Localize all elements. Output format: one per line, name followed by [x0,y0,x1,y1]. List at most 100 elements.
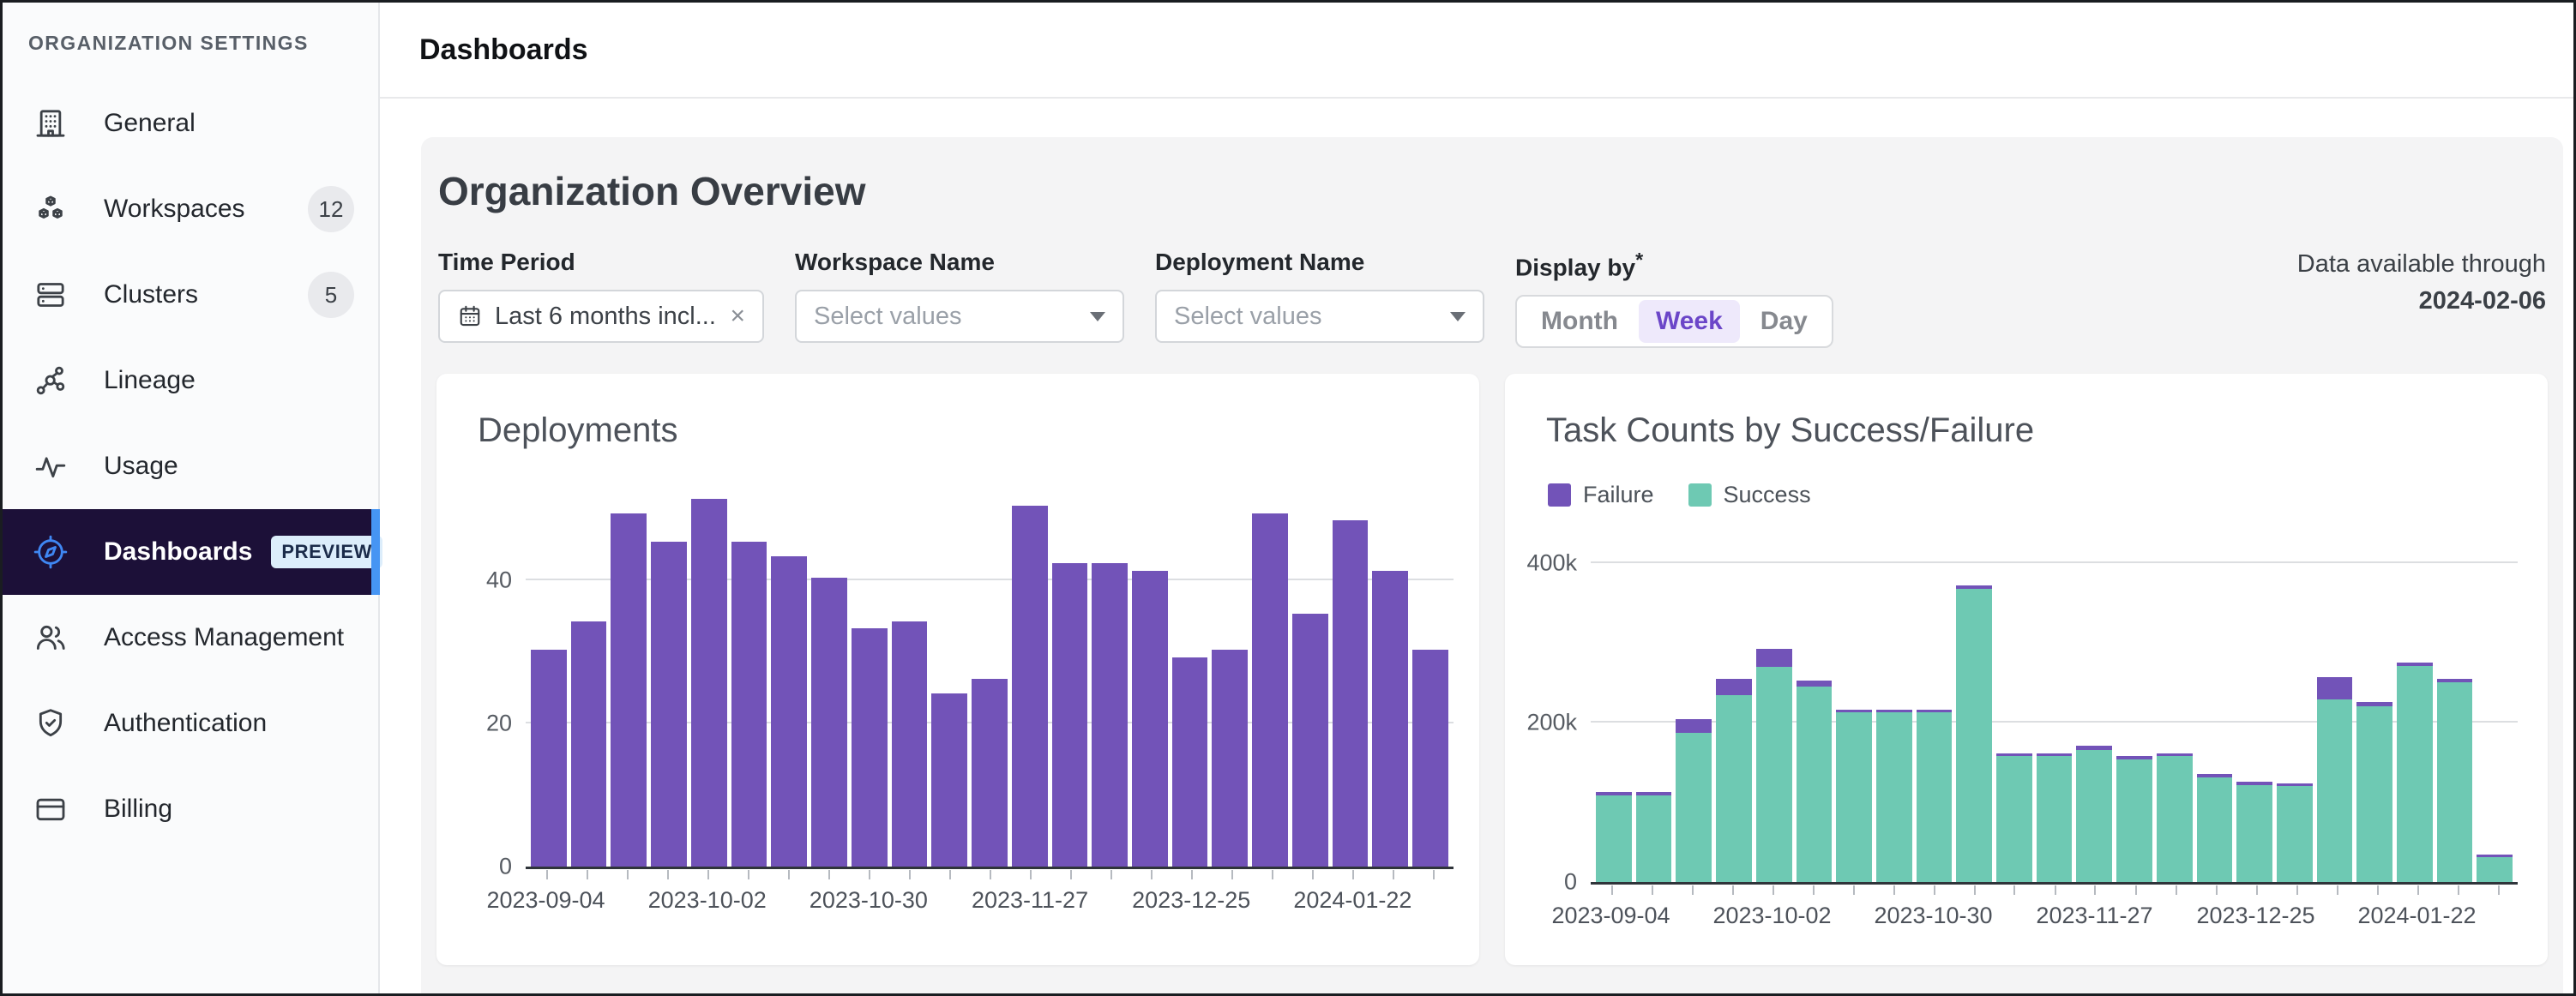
stacked-bar-2023-11-06[interactable] [1956,585,1992,882]
x-axis-tick [909,870,911,879]
preview-badge: PREVIEW [271,536,382,568]
sidebar-item-lineage[interactable]: Lineage [3,338,378,423]
legend-item-failure[interactable]: Failure [1548,482,1654,508]
bar-2023-11-20[interactable] [972,679,1008,867]
deployments-plot-area: 020402023-09-042023-10-022023-10-302023-… [526,472,1454,869]
bar-2024-01-29[interactable] [1372,571,1408,867]
display-by-option-week[interactable]: Week [1639,300,1740,343]
task-counts-chart: 0200k400k2023-09-042023-10-022023-10-302… [1591,519,2518,885]
bar-2023-09-11[interactable] [571,621,607,867]
stacked-bar-2024-01-29[interactable] [2437,679,2473,882]
sidebar-item-label: Billing [104,795,172,824]
bar-2024-01-15[interactable] [1292,614,1328,867]
stacked-bar-2023-09-18[interactable] [1676,719,1712,882]
stacked-bar-2023-10-16[interactable] [1836,710,1872,882]
display-by-option-day[interactable]: Day [1743,300,1825,343]
bar-segment-deployments [931,693,967,867]
x-axis-tick [788,870,790,879]
sidebar-item-clusters[interactable]: Clusters5 [3,252,378,338]
panel-title: Organization Overview [438,168,2548,214]
shield-icon [33,706,68,741]
deployment-name-select[interactable]: Select values [1155,290,1484,343]
sidebar-item-authentication[interactable]: Authentication [3,681,378,766]
stacked-bar-2024-01-15[interactable] [2356,702,2392,882]
display-by-option-month[interactable]: Month [1524,300,1635,343]
bar-2023-11-06[interactable] [892,621,928,867]
stacked-bar-2023-11-13[interactable] [1996,753,2032,882]
bar-segment-deployments [651,542,687,867]
x-axis-tick [2296,885,2298,895]
bar-2023-10-23[interactable] [811,578,847,867]
bar-2024-01-01[interactable] [1212,650,1248,867]
stacked-bar-2023-12-11[interactable] [2157,753,2193,882]
bar-2023-10-02[interactable] [691,499,727,867]
sidebar-item-billing[interactable]: Billing [3,766,378,852]
bar-2023-10-16[interactable] [771,556,807,867]
task-counts-chart-title: Task Counts by Success/Failure [1546,411,2034,450]
sidebar-nav: GeneralWorkspaces12Clusters5LineageUsage… [3,81,378,852]
sidebar-item-label: Authentication [104,709,267,738]
sidebar-item-general[interactable]: General [3,81,378,166]
bar-segment-success [1917,712,1953,882]
bar-2023-12-04[interactable] [1052,563,1088,867]
bar-2023-12-25[interactable] [1172,657,1208,867]
sidebar-item-access-management[interactable]: Access Management [3,595,378,681]
users-icon [33,621,68,655]
stacked-bar-2023-12-25[interactable] [2236,782,2272,882]
x-axis-tick [1611,885,1613,895]
workspace-name-select[interactable]: Select values [795,290,1124,343]
stacked-bar-2023-11-20[interactable] [2037,753,2073,882]
x-axis-tick [1191,870,1193,879]
bar-segment-success [1797,687,1833,882]
stacked-bar-2023-10-09[interactable] [1797,681,1833,882]
x-axis-tick [1352,870,1354,879]
x-axis-tick [1773,885,1774,895]
stacked-bar-2023-09-25[interactable] [1716,679,1752,882]
x-axis-tick [1393,870,1394,879]
stacked-bar-2023-12-04[interactable] [2116,756,2152,882]
bar-2023-12-11[interactable] [1092,563,1128,867]
stacked-bar-2023-09-04[interactable] [1596,792,1632,882]
stacked-bar-2023-12-18[interactable] [2197,774,2233,882]
bar-2024-01-08[interactable] [1252,513,1288,867]
sidebar-item-label: Workspaces [104,195,245,224]
stacked-bar-2023-10-02[interactable] [1756,649,1792,882]
bar-2023-10-30[interactable] [852,628,888,867]
stacked-bar-2023-10-30[interactable] [1917,710,1953,882]
stacked-bar-2024-01-08[interactable] [2317,677,2353,882]
legend-item-success[interactable]: Success [1688,482,1811,508]
x-axis-tick [2458,885,2459,895]
x-axis-tick [1070,870,1072,879]
bar-2023-09-04[interactable] [531,650,567,867]
stacked-bar-2023-11-27[interactable] [2076,746,2112,882]
stacked-bar-2023-09-11[interactable] [1636,792,1672,882]
stacked-bar-2024-02-05[interactable] [2477,855,2513,882]
stacked-bar-2023-10-23[interactable] [1876,710,1912,882]
bar-2023-09-25[interactable] [651,542,687,867]
required-mark: * [1635,249,1643,271]
bar-2023-09-18[interactable] [611,513,647,867]
bar-2024-01-22[interactable] [1333,520,1369,867]
clear-time-period-icon[interactable]: × [719,302,745,331]
stacked-bar-2024-01-01[interactable] [2277,783,2313,882]
sidebar-item-dashboards[interactable]: DashboardsPREVIEW [3,509,378,595]
x-axis-tick [1692,885,1694,895]
bar-segment-deployments [892,621,928,867]
bar-segment-success [2477,857,2513,882]
sidebar-item-usage[interactable]: Usage [3,423,378,509]
bar-2023-12-18[interactable] [1132,571,1168,867]
x-axis-tick [2417,885,2419,895]
filters-row: Time Period Last 6 months incl... × [436,249,2548,348]
time-period-value: Last 6 months incl... [495,303,716,331]
stacked-bar-2024-01-22[interactable] [2397,663,2433,882]
bar-2023-11-13[interactable] [931,693,967,867]
time-period-input[interactable]: Last 6 months incl... × [438,290,764,343]
bar-2024-02-05[interactable] [1412,650,1448,867]
bar-2023-11-27[interactable] [1012,506,1048,867]
x-axis-tick-label: 2023-12-25 [1132,887,1250,914]
sidebar-item-workspaces[interactable]: Workspaces12 [3,166,378,252]
charts-row: Deployments 020402023-09-042023-10-02202… [436,374,2548,965]
bar-2023-10-09[interactable] [731,542,767,867]
x-axis-tick [2135,885,2137,895]
pulse-icon [33,449,68,483]
